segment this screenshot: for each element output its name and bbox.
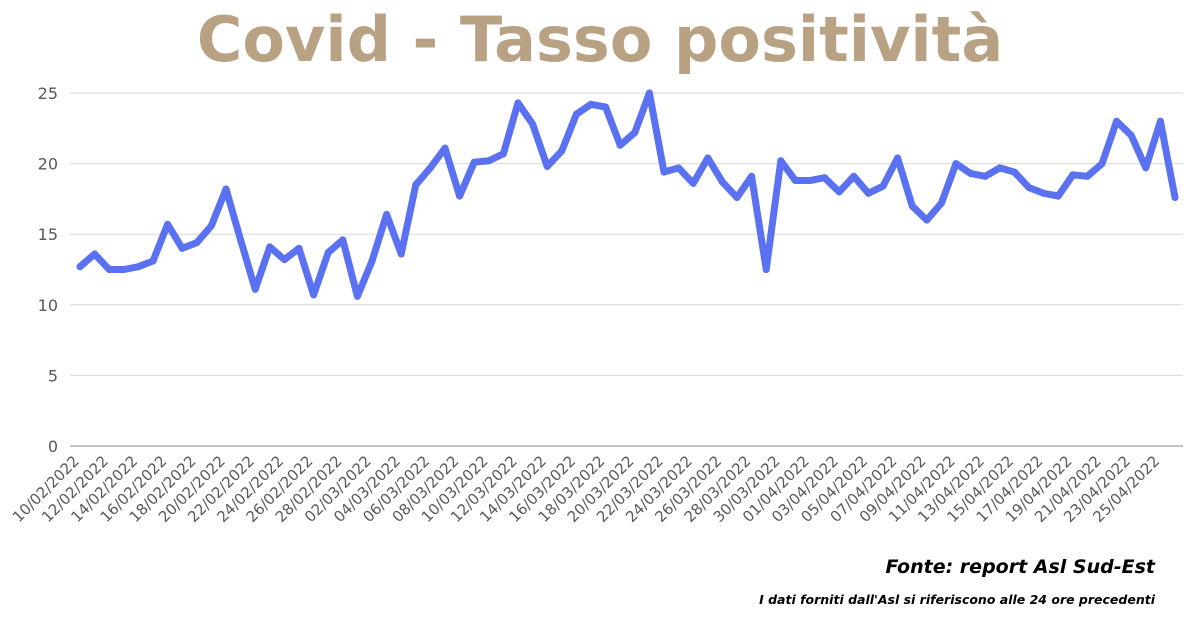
data-point bbox=[777, 157, 785, 165]
data-point bbox=[441, 144, 449, 152]
data-point bbox=[718, 178, 726, 186]
data-point bbox=[207, 222, 215, 230]
data-point bbox=[558, 147, 566, 155]
data-point bbox=[631, 129, 639, 137]
data-point bbox=[485, 157, 493, 165]
data-point bbox=[835, 188, 843, 196]
data-point bbox=[967, 169, 975, 177]
data-footnote: I dati forniti dall'Asl si riferiscono a… bbox=[759, 592, 1155, 607]
data-point bbox=[1098, 160, 1106, 168]
data-point bbox=[923, 216, 931, 224]
y-tick-label: 15 bbox=[38, 225, 58, 244]
data-point bbox=[996, 164, 1004, 172]
data-point bbox=[1040, 189, 1048, 197]
data-point bbox=[193, 239, 201, 247]
data-point bbox=[587, 100, 595, 108]
data-point bbox=[76, 263, 84, 271]
data-point bbox=[602, 103, 610, 111]
chart-title: Covid - Tasso positività bbox=[196, 3, 1004, 76]
y-tick-label: 10 bbox=[38, 296, 58, 315]
data-point bbox=[178, 244, 186, 252]
data-point bbox=[514, 99, 522, 107]
data-point bbox=[937, 199, 945, 207]
data-point bbox=[164, 220, 172, 228]
data-point bbox=[1083, 172, 1091, 180]
data-point bbox=[952, 160, 960, 168]
data-point bbox=[1010, 168, 1018, 176]
data-point bbox=[1171, 193, 1179, 201]
data-point bbox=[412, 181, 420, 189]
grid-lines bbox=[70, 92, 1183, 376]
data-point bbox=[1127, 131, 1135, 139]
data-point bbox=[295, 244, 303, 252]
y-tick-label: 0 bbox=[48, 437, 58, 456]
data-point bbox=[470, 158, 478, 166]
data-point bbox=[105, 266, 113, 273]
data-point bbox=[368, 257, 376, 265]
x-axis-tick-labels: 10/02/202212/02/202214/02/202216/02/2022… bbox=[9, 452, 1163, 526]
data-point bbox=[456, 192, 464, 200]
y-tick-label: 25 bbox=[38, 84, 58, 103]
data-point bbox=[149, 257, 157, 265]
data-point bbox=[806, 177, 814, 185]
data-point bbox=[1054, 192, 1062, 200]
data-point bbox=[237, 236, 245, 244]
data-point bbox=[660, 168, 668, 176]
data-point bbox=[120, 266, 128, 273]
data-point bbox=[1025, 184, 1033, 192]
data-point bbox=[821, 174, 829, 182]
data-point bbox=[91, 250, 99, 258]
data-point bbox=[134, 263, 142, 271]
data-point bbox=[529, 120, 537, 128]
data-point bbox=[704, 154, 712, 162]
data-point bbox=[397, 250, 405, 258]
data-point bbox=[850, 172, 858, 180]
data-point bbox=[543, 162, 551, 170]
data-point bbox=[280, 256, 288, 264]
data-point bbox=[864, 189, 872, 197]
y-tick-label: 20 bbox=[38, 155, 58, 174]
y-tick-label: 5 bbox=[48, 366, 58, 385]
data-point bbox=[908, 202, 916, 210]
data-point bbox=[499, 150, 507, 158]
data-point bbox=[1142, 164, 1150, 172]
data-point bbox=[894, 154, 902, 162]
source-credit: Fonte: report Asl Sud-Est bbox=[885, 556, 1155, 578]
data-point bbox=[733, 193, 741, 201]
data-point bbox=[748, 172, 756, 180]
data-point bbox=[383, 210, 391, 218]
data-point bbox=[689, 179, 697, 187]
data-point bbox=[762, 266, 770, 273]
data-point bbox=[426, 164, 434, 172]
data-point bbox=[645, 89, 653, 97]
data-point bbox=[879, 182, 887, 190]
data-point bbox=[1069, 171, 1077, 179]
data-point bbox=[675, 164, 683, 172]
data-point bbox=[1113, 117, 1121, 125]
series-positivity-rate bbox=[76, 89, 1179, 300]
data-point bbox=[222, 185, 230, 193]
y-axis-tick-labels: 0 5 10 15 20 25 bbox=[38, 84, 58, 456]
data-point bbox=[339, 236, 347, 244]
data-point bbox=[981, 172, 989, 180]
data-point bbox=[572, 110, 580, 118]
data-point bbox=[1156, 117, 1164, 125]
data-point bbox=[310, 291, 318, 299]
data-point bbox=[266, 243, 274, 251]
data-point bbox=[616, 141, 624, 149]
series-line bbox=[76, 89, 1179, 300]
data-point bbox=[791, 177, 799, 185]
data-point bbox=[251, 285, 259, 293]
data-point bbox=[353, 292, 361, 300]
data-point bbox=[324, 249, 332, 257]
